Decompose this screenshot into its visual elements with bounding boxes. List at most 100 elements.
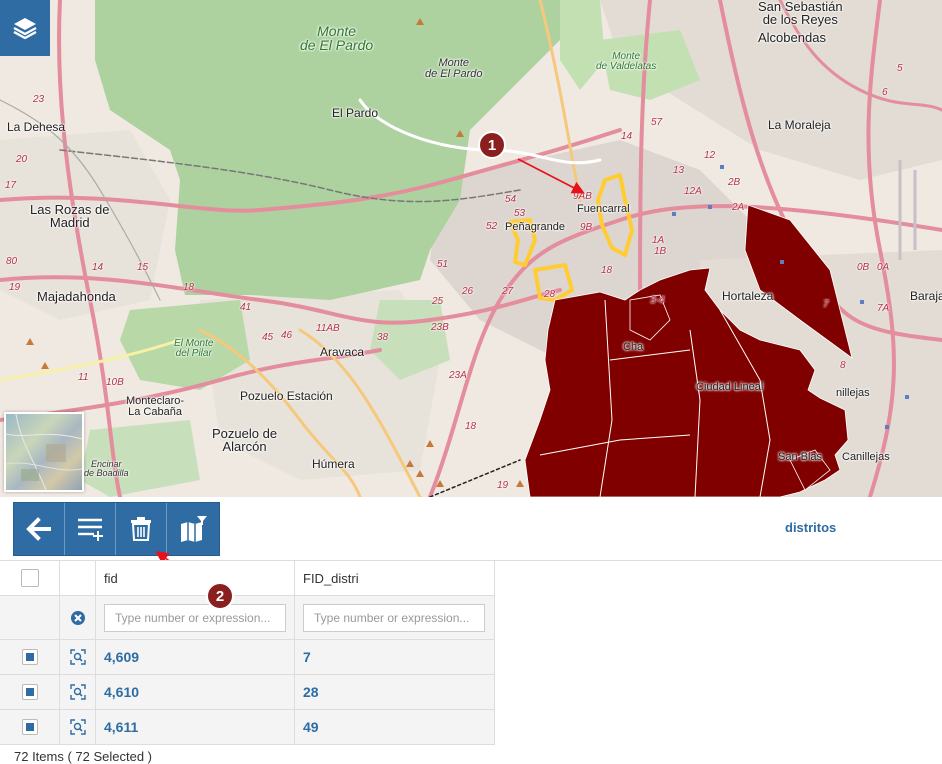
road-number: 80 — [6, 256, 18, 267]
cell-fid[interactable]: 4,609 — [96, 640, 295, 675]
feature-grid-toolbar — [13, 502, 220, 556]
row-zoom-cell — [60, 675, 96, 710]
annotation-callout-2: 2 — [206, 582, 234, 610]
label-majadahonda: Majadahonda — [37, 289, 116, 304]
row-checkbox[interactable] — [21, 684, 38, 700]
label-monte-el-pardo: Monte de El Pardo — [300, 23, 374, 53]
road-number: 26 — [462, 286, 474, 297]
layer-title: distritos — [785, 520, 837, 535]
filter-cell-fid-distri — [295, 596, 495, 640]
cell-fid[interactable]: 4,610 — [96, 675, 295, 710]
row-zoom-cell — [60, 640, 96, 675]
road-number: 2B — [728, 177, 741, 188]
road-number: 15 — [137, 262, 149, 273]
label-la-dehesa: La Dehesa — [7, 120, 66, 134]
arrow-left-icon — [26, 517, 51, 541]
attribute-table: fid FID_distri 4,609 7 — [0, 560, 942, 747]
label-penagrande: Peñagrande — [505, 221, 565, 233]
annotation-callout-1: 1 — [478, 131, 506, 159]
filter-input-fid-distri[interactable] — [303, 603, 485, 632]
label-pozuelo: Pozuelo de Alarcón — [212, 426, 278, 454]
road-number: 23A — [449, 370, 467, 381]
table-row[interactable]: 4,611 49 — [0, 710, 495, 745]
zoom-to-feature-icon[interactable] — [69, 649, 86, 665]
background-switcher-thumbnail[interactable] — [4, 412, 84, 492]
road-number: 18 — [183, 282, 195, 293]
road-number: 51 — [437, 259, 449, 270]
column-header-fid-distri[interactable]: FID_distri — [295, 561, 495, 596]
label-el-pardo: El Pardo — [332, 106, 379, 120]
table-row[interactable]: 4,610 28 — [0, 675, 495, 710]
map-view[interactable]: Monte de El Pardo Monte de El Pardo El P… — [0, 0, 942, 497]
road-number: 7A — [877, 303, 890, 314]
road-number: 11 — [78, 372, 89, 383]
label-ciudad-lineal: Ciudad Lineal — [696, 381, 764, 393]
label-monte-el-pardo-hill: Monte de El Pardo — [425, 57, 483, 80]
road-number: 18 — [601, 265, 613, 276]
road-number: 27 — [502, 286, 514, 297]
cell-fid-distri[interactable]: 49 — [295, 710, 495, 745]
road-number: 7 — [823, 299, 829, 310]
cell-fid-distri[interactable]: 28 — [295, 675, 495, 710]
label-hortaleza: Hortaleza — [722, 289, 774, 303]
road-number: 46 — [281, 330, 293, 341]
label-aravaca: Aravaca — [320, 345, 365, 359]
grid-footer-count: 72 Items ( 72 Selected ) — [14, 749, 153, 764]
road-number: 9B — [580, 222, 593, 233]
road-number: 57 — [651, 117, 663, 128]
label-las-rozas: Las Rozas de Madrid — [30, 202, 110, 230]
filter-input-fid[interactable] — [104, 603, 286, 632]
road-number: 12 — [704, 150, 716, 161]
clear-filter-icon[interactable] — [70, 610, 86, 626]
trash-icon — [131, 517, 151, 541]
label-monte-valdelatas: Monte de Valdelatas — [596, 51, 657, 72]
label-encinar: Encinar de Boadilla — [84, 459, 129, 478]
label-canillejas-2: Canillejas — [842, 451, 890, 463]
zoom-to-features-button[interactable] — [167, 503, 218, 555]
select-all-checkbox[interactable] — [20, 569, 39, 587]
delete-features-button[interactable] — [116, 503, 167, 555]
clear-filter-cell — [60, 596, 96, 640]
row-checkbox[interactable] — [21, 719, 38, 735]
column-header-fid[interactable]: fid — [96, 561, 295, 596]
road-number: 12A — [684, 186, 702, 197]
road-number: 45 — [262, 332, 274, 343]
road-number: 17 — [5, 180, 17, 191]
road-number: 5 — [897, 63, 903, 74]
back-button[interactable] — [14, 503, 65, 555]
zoom-to-feature-icon[interactable] — [69, 719, 86, 735]
road-number: 1B — [654, 246, 667, 257]
road-number: 10B — [106, 377, 124, 388]
toggle-columns-button[interactable] — [65, 503, 116, 555]
header-tools-cell — [60, 561, 96, 596]
table-filter-row — [0, 596, 495, 640]
road-number: 14 — [92, 262, 104, 273]
road-number: 2A — [732, 202, 745, 213]
cell-fid-distri[interactable]: 7 — [295, 640, 495, 675]
map-filter-icon — [180, 516, 207, 542]
layers-button[interactable] — [0, 0, 50, 56]
row-checkbox[interactable] — [21, 649, 38, 665]
road-number: 19 — [9, 282, 21, 293]
zoom-to-feature-icon[interactable] — [69, 684, 86, 700]
row-select-cell — [0, 640, 60, 675]
road-number: 3-4 — [650, 295, 665, 306]
road-number: 19 — [497, 480, 509, 491]
label-humera: Húmera — [312, 457, 355, 471]
label-canillejas: nillejas — [836, 387, 870, 399]
road-number: 6 — [882, 87, 888, 98]
table-row[interactable]: 4,609 7 — [0, 640, 495, 675]
road-number: 25 — [432, 296, 444, 307]
label-san-sebastian: San Sebastián de los Reyes — [758, 0, 843, 27]
road-number: 28 — [544, 289, 556, 300]
label-san-blas: San Blas — [778, 451, 823, 463]
select-all-cell — [0, 561, 60, 596]
road-number: 13 — [673, 165, 685, 176]
label-monteclaro: Monteclaro- La Cabaña — [126, 395, 185, 418]
label-chamartin: Cha — [623, 341, 644, 353]
row-select-cell — [0, 710, 60, 745]
label-la-moraleja: La Moraleja — [768, 118, 831, 132]
road-number: 1A — [652, 235, 665, 246]
layers-icon — [13, 18, 37, 40]
cell-fid[interactable]: 4,611 — [96, 710, 295, 745]
